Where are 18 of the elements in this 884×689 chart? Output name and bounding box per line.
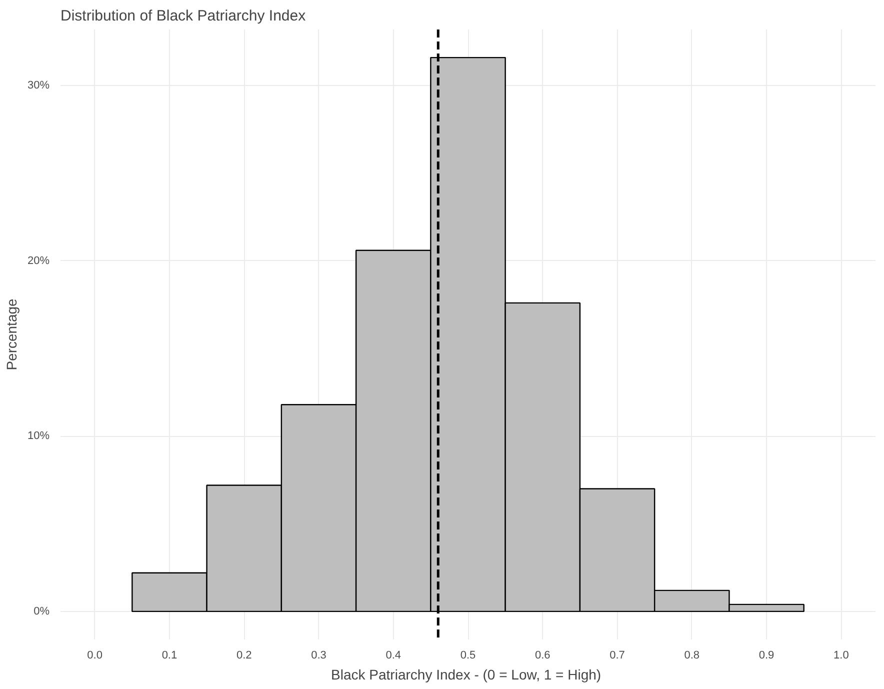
y-tick-label: 10% (27, 430, 50, 442)
x-tick-label: 0.1 (162, 650, 178, 662)
y-tick-label: 20% (27, 254, 50, 267)
x-tick-label: 0.4 (386, 650, 402, 662)
x-tick-label: 0.7 (610, 650, 625, 662)
x-tick-label: 0.2 (236, 650, 252, 662)
chart-title: Distribution of Black Patriarchy Index (60, 8, 306, 24)
x-tick-label: 0.0 (87, 650, 102, 662)
x-tick-label: 0.6 (534, 650, 550, 662)
y-tick-label: 30% (27, 80, 50, 92)
x-tick-label: 0.8 (684, 650, 700, 662)
x-tick-label: 1.0 (834, 650, 849, 662)
y-tick-label: 0% (34, 605, 50, 618)
x-tick-label: 0.9 (758, 650, 774, 662)
x-tick-label: 0.3 (311, 650, 326, 662)
x-axis-title: Black Patriarchy Index - (0 = Low, 1 = High) (331, 666, 602, 682)
y-axis-title: Percentage (3, 298, 20, 370)
x-tick-label: 0.5 (460, 650, 476, 662)
